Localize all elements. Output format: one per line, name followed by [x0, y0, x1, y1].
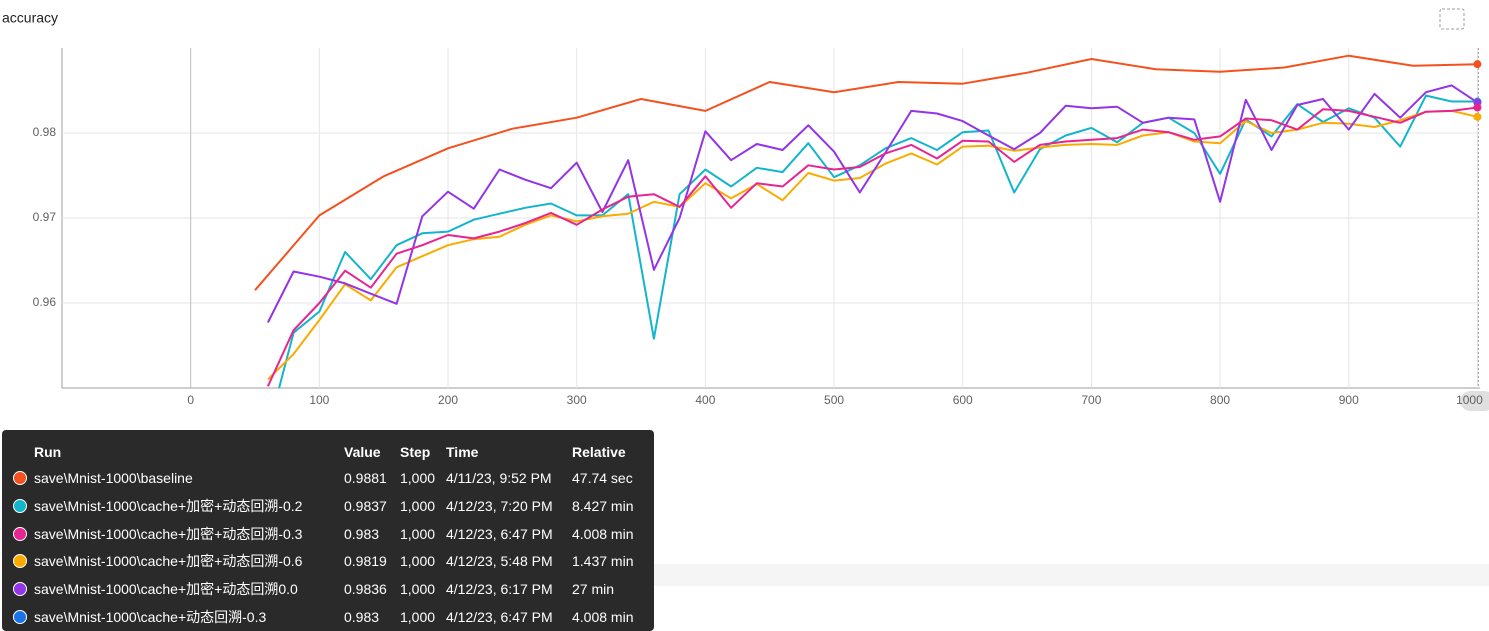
tooltip: Run Value Step Time Relative save\Mnist-1000\…	[2, 430, 654, 631]
run-color-dot	[13, 498, 27, 513]
tooltip-cell: 4.008 min	[572, 525, 634, 542]
fullscreen-button[interactable]	[1439, 8, 1465, 30]
tooltip-cell: 0.9837	[344, 497, 387, 514]
hover-step-pill	[1460, 391, 1489, 411]
tooltip-cell: 8.427 min	[572, 497, 634, 514]
tooltip-cell: 0.9836	[344, 581, 387, 598]
tooltip-cell: 1.437 min	[572, 553, 634, 570]
run-color-dot	[13, 554, 27, 569]
tooltip-cell: 1,000	[400, 553, 436, 570]
y-tick-label: 0.97	[33, 210, 57, 224]
tooltip-cell: save\Mnist-1000\cache+加密+动态回溯0.0	[34, 581, 298, 598]
series-line	[266, 106, 1478, 387]
tooltip-cell: 27 min	[572, 581, 615, 598]
plot-area	[254, 54, 1478, 388]
run-color-dot	[13, 526, 27, 541]
series-line	[278, 94, 1478, 388]
panel-band	[654, 564, 1489, 586]
run-color-dot	[13, 471, 27, 485]
tooltip-header: Step	[400, 444, 431, 460]
x-tick-label: 700	[1081, 393, 1101, 407]
tooltip-cell: 4/12/23, 7:20 PM	[446, 497, 553, 514]
x-tick-label: 500	[824, 393, 844, 407]
x-tick-label: 200	[438, 393, 458, 407]
tooltip-cell: 0.9819	[344, 553, 387, 570]
x-tick-label: 800	[1210, 393, 1230, 407]
series-line	[267, 109, 1478, 381]
x-tick-label: 300	[567, 393, 587, 407]
tooltip-cell: 0.9881	[344, 470, 387, 486]
run-color-dot	[13, 610, 27, 624]
tooltip-cell: save\Mnist-1000\cache+加密+动态回溯-0.6	[34, 553, 303, 570]
hover-point	[1473, 60, 1482, 69]
tooltip-cell: 4/11/23, 9:52 PM	[446, 470, 552, 486]
chart-title: accuracy	[2, 10, 58, 26]
tooltip-cell: 1,000	[400, 525, 436, 542]
hover-point	[1473, 112, 1482, 121]
tooltip-cell: 47.74 sec	[572, 470, 633, 486]
tooltip-cell: save\Mnist-1000\baseline	[34, 470, 193, 486]
tooltip-cell: save\Mnist-1000\cache+加密+动态回溯-0.3	[34, 525, 303, 542]
y-tick-label: 0.98	[33, 125, 57, 139]
tooltip-cell: save\Mnist-1000\cache+加密+动态回溯-0.2	[34, 497, 303, 514]
y-tick-label: 0.96	[33, 295, 57, 309]
x-tick-label: 1000	[1456, 393, 1483, 407]
run-color-dot	[13, 582, 27, 597]
tooltip-header: Run	[34, 444, 62, 460]
tooltip-cell: 0.983	[344, 525, 380, 542]
tooltip-cell: 1,000	[400, 581, 436, 598]
tooltip-cell: 1,000	[400, 497, 436, 514]
tooltip-cell: 4.008 min	[572, 609, 634, 625]
series-line	[267, 84, 1478, 323]
tooltip-cell: 4/12/23, 5:48 PM	[446, 553, 553, 570]
tooltip-cell: save\Mnist-1000\cache+动态回溯-0.3	[34, 609, 267, 625]
tooltip-cell: 4/12/23, 6:47 PM	[446, 609, 553, 625]
tooltip-cell: 1,000	[400, 609, 436, 625]
tooltip-cell: 4/12/23, 6:47 PM	[446, 525, 553, 542]
x-tick-label: 900	[1339, 393, 1359, 407]
tooltip-cell: 4/12/23, 6:17 PM	[446, 581, 553, 598]
x-tick-label: 100	[309, 393, 329, 407]
tooltip-header: Relative	[572, 444, 626, 460]
tooltip-header: Time	[446, 444, 479, 460]
x-tick-label: 0	[187, 393, 194, 407]
x-tick-label: 400	[695, 393, 715, 407]
tooltip-cell: 0.983	[344, 609, 380, 625]
x-tick-label: 600	[953, 393, 973, 407]
tooltip-cell: 1,000	[400, 470, 436, 486]
tooltip-header: Value	[344, 444, 381, 460]
hover-point	[1473, 103, 1482, 112]
series-line	[254, 54, 1478, 291]
